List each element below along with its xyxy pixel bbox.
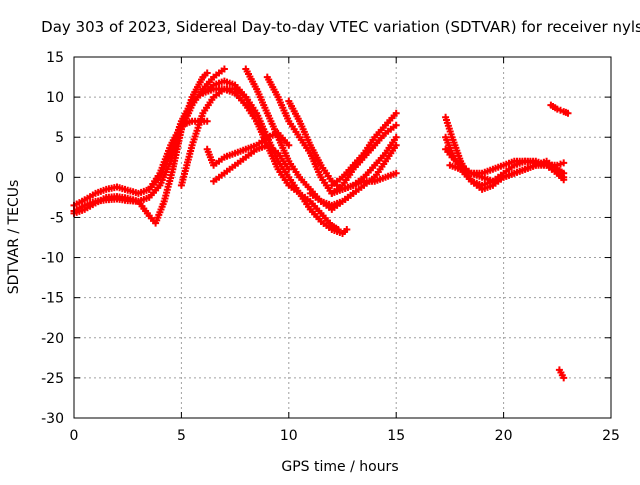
series-track-j — [263, 73, 400, 197]
x-tick-label: 15 — [387, 428, 405, 444]
y-tick-label: 15 — [46, 50, 64, 66]
series-track-n — [328, 169, 400, 197]
series-track-o — [442, 113, 568, 193]
data-point — [285, 141, 293, 149]
y-tick-label: -15 — [41, 291, 64, 307]
series-line — [444, 115, 566, 191]
y-tick-label: -5 — [50, 210, 64, 226]
y-axis-label: SDTVAR / TECUs — [6, 180, 22, 295]
data-layer — [70, 65, 572, 382]
series-track-s — [547, 101, 572, 117]
data-point — [392, 121, 400, 129]
data-point — [203, 117, 211, 125]
data-point — [560, 176, 568, 184]
plot-frame — [73, 56, 612, 419]
x-tick-label: 5 — [177, 428, 186, 444]
y-tick-label: 0 — [55, 170, 64, 186]
series-track-f — [199, 85, 271, 141]
data-point — [392, 133, 400, 141]
y-tick-label: -25 — [41, 371, 64, 387]
y-tick-label: 5 — [55, 130, 64, 146]
y-tick-label: 10 — [46, 90, 64, 106]
series-track-t — [555, 366, 568, 382]
data-point — [564, 109, 572, 117]
x-tick-label: 25 — [602, 428, 620, 444]
y-tick-label: -30 — [41, 411, 64, 427]
x-tick-label: 20 — [495, 428, 513, 444]
series-track-l — [306, 141, 400, 209]
data-point — [560, 159, 568, 167]
data-point — [203, 69, 211, 77]
data-point — [343, 226, 351, 233]
data-point — [392, 141, 400, 149]
grid-layer — [74, 57, 611, 418]
data-point — [392, 169, 400, 177]
y-tick-label: -20 — [41, 331, 64, 347]
x-axis-label: GPS time / hours — [281, 459, 398, 475]
series-track-h — [210, 141, 293, 185]
data-point — [392, 109, 400, 117]
data-point — [560, 374, 568, 382]
series-track-r — [446, 161, 568, 185]
x-tick-label: 0 — [70, 428, 79, 444]
x-tick-label: 10 — [280, 428, 298, 444]
y-tick-label: -10 — [41, 251, 64, 267]
series-track-m — [328, 109, 400, 189]
chart-title: Day 303 of 2023, Sidereal Day-to-day VTE… — [41, 18, 640, 36]
tick-layer — [73, 56, 612, 419]
data-point — [220, 65, 228, 73]
label-layer: 0 5 10 15 20 25 -30 -25 -20 -15 -10 -5 0 5 10 15 — [41, 50, 620, 444]
